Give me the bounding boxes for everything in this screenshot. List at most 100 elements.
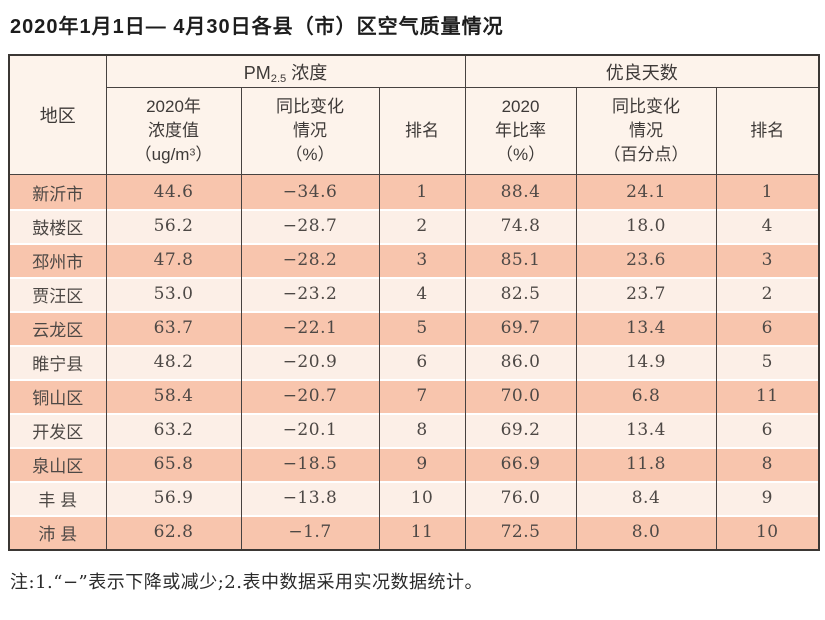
region-cell: 鼓楼区 — [8, 209, 107, 243]
pm-rank-cell: 1 — [378, 174, 466, 209]
header-line: 情况 — [629, 120, 664, 140]
region-cell: 新沂市 — [8, 174, 107, 209]
pm-change-cell: −28.2 — [240, 243, 380, 277]
pm-change-cell: −13.8 — [240, 481, 380, 515]
page-title: 2020年1月1日— 4月30日各县（市）区空气质量情况 — [10, 16, 504, 38]
col-header-pm-rank: 排名 — [378, 87, 466, 175]
pm-change-cell: −1.7 — [240, 515, 380, 550]
table-row: 沛 县 62.8 −1.7 11 72.5 8.0 10 — [8, 515, 820, 550]
days-ratio-cell: 69.7 — [464, 311, 577, 345]
region-cell: 云龙区 — [8, 311, 107, 345]
pm-rank-cell: 10 — [378, 481, 466, 515]
table-row: 鼓楼区 56.2 −28.7 2 74.8 18.0 4 — [8, 209, 820, 243]
header-line: （%） — [285, 145, 335, 165]
days-rank-cell: 1 — [715, 174, 820, 209]
header-group-row: 地区 PM2.5 浓度 优良天数 — [8, 55, 820, 175]
header-line: 情况 — [293, 120, 327, 140]
table-row: 邳州市 47.8 −28.2 3 85.1 23.6 3 — [8, 243, 820, 277]
pm-rank-cell: 8 — [378, 413, 466, 447]
pm-subscript: 2.5 — [270, 72, 287, 85]
days-ratio-cell: 88.4 — [464, 174, 577, 209]
table-row: 睢宁县 48.2 −20.9 6 86.0 14.9 5 — [8, 345, 820, 379]
days-ratio-cell: 72.5 — [464, 515, 577, 550]
pm-value-cell: 44.6 — [105, 174, 242, 209]
days-rank-cell: 2 — [715, 277, 820, 311]
header-line: （百分点） — [603, 145, 689, 165]
region-cell: 泉山区 — [8, 447, 107, 481]
days-change-cell: 8.0 — [575, 515, 717, 550]
unit-superscript: 3 — [189, 146, 196, 159]
days-ratio-cell: 86.0 — [464, 345, 577, 379]
region-cell: 开发区 — [8, 413, 107, 447]
col-header-pm-change: 同比变化 情况 （%） — [240, 87, 380, 175]
days-rank-cell: 10 — [715, 515, 820, 550]
days-ratio-cell: 85.1 — [464, 243, 577, 277]
header-line: 2020年 — [146, 96, 201, 116]
pm-value-cell: 62.8 — [105, 515, 242, 550]
header-line: 同比变化 — [276, 96, 344, 116]
col-header-region: 地区 — [8, 55, 107, 175]
pm-change-cell: −34.6 — [240, 174, 380, 209]
table-row: 新沂市 44.6 −34.6 1 88.4 24.1 1 — [8, 174, 820, 209]
days-ratio-cell: 74.8 — [464, 209, 577, 243]
region-cell: 贾汪区 — [8, 277, 107, 311]
days-ratio-cell: 66.9 — [464, 447, 577, 481]
table-row: 铜山区 58.4 −20.7 7 70.0 6.8 11 — [8, 379, 820, 413]
header-line: 同比变化 — [612, 96, 681, 116]
pm-change-cell: −20.1 — [240, 413, 380, 447]
days-change-cell: 24.1 — [575, 174, 717, 209]
days-change-cell: 13.4 — [575, 311, 717, 345]
pm-value-cell: 48.2 — [105, 345, 242, 379]
pm-rank-cell: 9 — [378, 447, 466, 481]
days-change-cell: 14.9 — [575, 345, 717, 379]
footnote: 注:1.“−”表示下降或减少;2.表中数据采用实况数据统计。 — [10, 572, 483, 593]
table-body: 新沂市 44.6 −34.6 1 88.4 24.1 1 鼓楼区 56.2 −28.7 2 74.8 1… — [8, 174, 820, 550]
col-group-good-days: 优良天数 — [464, 55, 820, 88]
region-cell: 邳州市 — [8, 243, 107, 277]
pm-value-cell: 56.2 — [105, 209, 242, 243]
pm-value-cell: 58.4 — [105, 379, 242, 413]
pm25-group-label: PM2.5 浓度 — [243, 62, 328, 85]
pm-rank-cell: 7 — [378, 379, 466, 413]
pm-change-cell: −28.7 — [240, 209, 380, 243]
days-rank-cell: 6 — [715, 311, 820, 345]
pm-rank-cell: 4 — [378, 277, 466, 311]
days-rank-cell: 3 — [715, 243, 820, 277]
pm-rank-cell: 2 — [378, 209, 466, 243]
table-row: 泉山区 65.8 −18.5 9 66.9 11.8 8 — [8, 447, 820, 481]
days-rank-cell: 6 — [715, 413, 820, 447]
pm-value-cell: 63.7 — [105, 311, 242, 345]
pm-change-cell: −22.1 — [240, 311, 380, 345]
days-ratio-cell: 76.0 — [464, 481, 577, 515]
days-rank-cell: 4 — [715, 209, 820, 243]
days-ratio-cell: 70.0 — [464, 379, 577, 413]
pm-rank-cell: 3 — [378, 243, 466, 277]
pm-change-cell: −20.9 — [240, 345, 380, 379]
pm-prefix: PM — [243, 62, 271, 83]
header-line: 年比率 — [495, 120, 547, 140]
pm-rank-cell: 11 — [378, 515, 466, 550]
days-rank-cell: 11 — [715, 379, 820, 413]
table-row: 云龙区 63.7 −22.1 5 69.7 13.4 6 — [8, 311, 820, 345]
header-sub-row: 2020年 浓度值 （ug/m3） 同比变化 情况 （%） 排名 2020 年比… — [9, 87, 820, 175]
col-header-pm-value: 2020年 浓度值 （ug/m3） — [105, 87, 242, 175]
days-change-cell: 11.8 — [575, 447, 717, 481]
days-rank-cell: 9 — [715, 481, 820, 515]
days-change-cell: 23.7 — [575, 277, 717, 311]
days-change-cell: 6.8 — [575, 379, 717, 413]
table-row: 贾汪区 53.0 −23.2 4 82.5 23.7 2 — [8, 277, 820, 311]
header-line: 浓度值 — [148, 120, 199, 140]
pm-suffix: 浓度 — [286, 62, 328, 83]
region-cell: 睢宁县 — [8, 345, 107, 379]
pm-value-cell: 63.2 — [105, 413, 242, 447]
region-cell: 铜山区 — [8, 379, 107, 413]
page: 2020年1月1日— 4月30日各县（市）区空气质量情况 地区 PM2.5 浓度… — [8, 16, 821, 593]
col-header-days-ratio: 2020 年比率 （%） — [464, 87, 577, 175]
days-change-cell: 13.4 — [575, 413, 717, 447]
table-row: 开发区 63.2 −20.1 8 69.2 13.4 6 — [8, 413, 820, 447]
col-group-pm25: PM2.5 浓度 — [105, 55, 466, 88]
pm-rank-cell: 6 — [378, 345, 466, 379]
days-change-cell: 23.6 — [575, 243, 717, 277]
col-header-days-rank: 排名 — [715, 87, 820, 175]
days-change-cell: 8.4 — [575, 481, 717, 515]
